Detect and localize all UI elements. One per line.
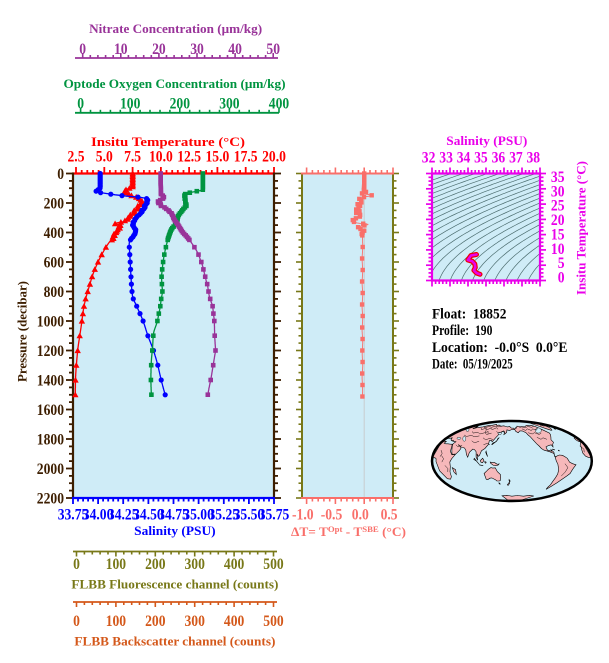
svg-text:0: 0 bbox=[77, 96, 84, 113]
svg-text:33: 33 bbox=[439, 149, 453, 166]
svg-text:1800: 1800 bbox=[37, 431, 64, 448]
svg-text:Float: 18852: Float: 18852 bbox=[432, 307, 506, 323]
svg-text:Salinity (PSU): Salinity (PSU) bbox=[134, 523, 215, 538]
svg-text:300: 300 bbox=[185, 613, 206, 630]
svg-text:Optode Oxygen Concentration (μ: Optode Oxygen Concentration (μm/kg) bbox=[64, 76, 286, 91]
svg-text:40: 40 bbox=[228, 41, 242, 58]
svg-text:0.5: 0.5 bbox=[381, 507, 398, 524]
svg-text:400: 400 bbox=[44, 225, 65, 242]
svg-text:34.25: 34.25 bbox=[108, 507, 139, 524]
svg-text:2.5: 2.5 bbox=[68, 149, 85, 166]
svg-text:34.00: 34.00 bbox=[83, 507, 114, 524]
svg-text:20: 20 bbox=[551, 212, 565, 229]
svg-text:0: 0 bbox=[73, 556, 80, 573]
svg-text:1000: 1000 bbox=[37, 313, 64, 330]
svg-text:10.0: 10.0 bbox=[149, 149, 173, 166]
svg-text:-0.5: -0.5 bbox=[321, 507, 343, 524]
svg-text:200: 200 bbox=[44, 195, 65, 212]
svg-text:35.75: 35.75 bbox=[259, 507, 290, 524]
svg-text:0: 0 bbox=[558, 270, 565, 287]
svg-text:2000: 2000 bbox=[37, 461, 64, 478]
svg-text:20: 20 bbox=[152, 41, 166, 58]
svg-text:200: 200 bbox=[145, 556, 166, 573]
svg-text:200: 200 bbox=[145, 613, 166, 630]
svg-text:37: 37 bbox=[509, 149, 523, 166]
svg-text:34: 34 bbox=[457, 149, 471, 166]
svg-text:600: 600 bbox=[44, 254, 65, 271]
svg-text:Location: -0.0°S 0.0°E: Location: -0.0°S 0.0°E bbox=[432, 340, 567, 356]
svg-text:ΔT= TOpt - TSBE (°C): ΔT= TOpt - TSBE (°C) bbox=[291, 524, 406, 539]
svg-text:25: 25 bbox=[551, 198, 565, 215]
svg-text:17.5: 17.5 bbox=[234, 149, 258, 166]
svg-text:400: 400 bbox=[224, 613, 245, 630]
svg-text:Salinity (PSU): Salinity (PSU) bbox=[446, 133, 527, 148]
svg-text:0: 0 bbox=[57, 166, 64, 183]
svg-text:34.50: 34.50 bbox=[133, 507, 164, 524]
svg-text:0: 0 bbox=[79, 41, 86, 58]
svg-text:50: 50 bbox=[266, 41, 280, 58]
svg-text:10: 10 bbox=[114, 41, 128, 58]
svg-text:800: 800 bbox=[44, 284, 65, 301]
svg-text:15.0: 15.0 bbox=[206, 149, 230, 166]
svg-text:36: 36 bbox=[492, 149, 506, 166]
svg-text:400: 400 bbox=[269, 96, 290, 113]
svg-text:32: 32 bbox=[422, 149, 436, 166]
svg-text:35: 35 bbox=[551, 169, 565, 186]
svg-text:300: 300 bbox=[185, 556, 206, 573]
svg-text:Nitrate Concentration (μm/kg): Nitrate Concentration (μm/kg) bbox=[89, 21, 262, 36]
svg-text:35: 35 bbox=[474, 149, 488, 166]
svg-text:15: 15 bbox=[551, 226, 565, 243]
svg-text:30: 30 bbox=[551, 183, 565, 200]
svg-text:100: 100 bbox=[106, 613, 127, 630]
svg-text:0.0: 0.0 bbox=[352, 507, 369, 524]
svg-text:35.25: 35.25 bbox=[209, 507, 240, 524]
svg-text:5.0: 5.0 bbox=[96, 149, 113, 166]
svg-text:Pressure (decibar): Pressure (decibar) bbox=[15, 281, 30, 382]
svg-text:38: 38 bbox=[527, 149, 541, 166]
svg-text:5: 5 bbox=[558, 255, 565, 272]
svg-text:34.75: 34.75 bbox=[158, 507, 189, 524]
svg-text:35.50: 35.50 bbox=[234, 507, 265, 524]
svg-text:20.0: 20.0 bbox=[262, 149, 286, 166]
svg-text:400: 400 bbox=[224, 556, 245, 573]
svg-text:1600: 1600 bbox=[37, 402, 64, 419]
svg-text:100: 100 bbox=[120, 96, 141, 113]
svg-text:Date: 05/19/2025: Date: 05/19/2025 bbox=[432, 357, 513, 373]
svg-text:7.5: 7.5 bbox=[124, 149, 141, 166]
svg-text:1200: 1200 bbox=[37, 343, 64, 360]
svg-text:33.75: 33.75 bbox=[58, 507, 89, 524]
svg-text:Insitu Temperature (°C): Insitu Temperature (°C) bbox=[91, 134, 245, 149]
svg-text:12.5: 12.5 bbox=[177, 149, 201, 166]
svg-text:35.00: 35.00 bbox=[183, 507, 214, 524]
svg-text:Profile: 190: Profile: 190 bbox=[432, 323, 492, 339]
svg-text:-1.0: -1.0 bbox=[292, 507, 314, 524]
svg-text:200: 200 bbox=[170, 96, 191, 113]
svg-text:0: 0 bbox=[73, 613, 80, 630]
svg-text:2200: 2200 bbox=[37, 490, 64, 507]
svg-text:Insitu Temperature (°C): Insitu Temperature (°C) bbox=[574, 161, 589, 295]
svg-text:500: 500 bbox=[263, 613, 284, 630]
svg-text:FLBB Backscatter channel (coun: FLBB Backscatter channel (counts) bbox=[74, 634, 275, 649]
svg-text:10: 10 bbox=[551, 241, 565, 258]
svg-text:30: 30 bbox=[190, 41, 204, 58]
svg-text:1400: 1400 bbox=[37, 372, 64, 389]
svg-text:FLBB Fluorescence channel (cou: FLBB Fluorescence channel (counts) bbox=[71, 577, 278, 592]
svg-text:300: 300 bbox=[219, 96, 240, 113]
svg-text:500: 500 bbox=[263, 556, 284, 573]
svg-text:100: 100 bbox=[106, 556, 127, 573]
